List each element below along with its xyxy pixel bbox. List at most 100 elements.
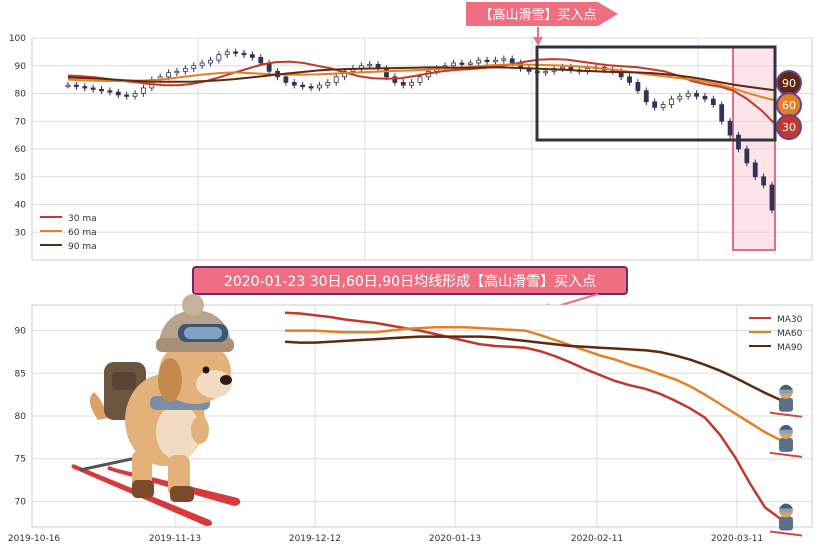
- candle-body: [409, 82, 415, 86]
- candle-body: [752, 162, 758, 178]
- bottom-legend-item-ma30: MA30: [777, 315, 803, 325]
- bottom-y-tick-label: 90: [15, 327, 27, 337]
- candle-body: [400, 82, 406, 86]
- candle-body: [317, 84, 322, 89]
- candle-body: [174, 70, 180, 74]
- top-legend-item-30: 30 ma: [68, 214, 97, 224]
- top-ma-line-90-ma: [67, 66, 776, 92]
- top-ma-line-60-ma: [67, 63, 776, 102]
- candle-body: [769, 184, 775, 211]
- candle-body: [543, 70, 549, 74]
- bottom-x-tick-labels: 2019-10-16 2019-11-13 2019-12-12 2020-01-13…: [8, 534, 763, 544]
- candle-body: [107, 90, 113, 93]
- skier-icon: [770, 384, 802, 418]
- candle-body: [182, 68, 188, 72]
- candle-body: [90, 87, 96, 90]
- candle-body: [635, 82, 641, 92]
- candle-body: [509, 58, 515, 64]
- badge-60-label: 60: [782, 99, 796, 112]
- top-y-tick-label: 60: [15, 145, 27, 155]
- arrow-down-icon: [533, 37, 543, 46]
- top-legend: 30 ma 60 ma 90 ma: [40, 214, 97, 252]
- bottom-y-tick-label: 85: [15, 369, 26, 379]
- top-annotation-banner: 【高山滑雪】买入点: [466, 2, 618, 46]
- candle-body: [141, 87, 146, 94]
- candle-body: [199, 62, 205, 67]
- bottom-x-tick-label: 2019-10-16: [8, 534, 61, 544]
- candle-body: [736, 134, 741, 150]
- bottom-x-tick-label: 2019-11-13: [149, 534, 201, 544]
- candle-body: [677, 95, 683, 100]
- candlestick-series: [65, 48, 775, 214]
- top-y-tick-label: 70: [15, 117, 27, 127]
- skier-icon: [770, 503, 802, 537]
- candle-body: [727, 120, 733, 136]
- top-y-tick-label: 50: [15, 173, 27, 183]
- candle-body: [115, 91, 121, 96]
- candle-body: [761, 176, 767, 186]
- badge-90-label: 90: [782, 77, 796, 90]
- candle-body: [702, 95, 708, 100]
- top-y-tick-labels: 30 40 50 60 70 80 90 100: [9, 34, 26, 238]
- top-y-tick-label: 100: [9, 34, 26, 44]
- top-y-tick-label: 40: [15, 201, 27, 211]
- candle-body: [166, 72, 171, 78]
- candle-body: [476, 59, 482, 64]
- candle-body: [643, 90, 649, 103]
- candle-body: [258, 57, 264, 64]
- candle-body: [694, 93, 699, 97]
- bottom-x-tick-label: 2020-01-13: [429, 534, 481, 544]
- candle-body: [451, 62, 456, 67]
- ma-divergence-box: [535, 45, 777, 142]
- candle-body: [467, 62, 473, 65]
- candle-body: [652, 101, 658, 108]
- candle-body: [560, 66, 565, 70]
- candle-body: [669, 98, 674, 106]
- bottom-y-tick-label: 80: [15, 412, 27, 422]
- candle-body: [685, 93, 691, 97]
- top-legend-item-90: 90 ma: [68, 242, 97, 252]
- bottom-legend-item-ma60: MA60: [777, 329, 803, 339]
- bottom-ma-line-ma90: [284, 335, 781, 401]
- badge-30-label: 30: [782, 121, 796, 134]
- candle-body: [283, 76, 289, 83]
- badge-30-icon: [776, 114, 802, 140]
- top-y-tick-label: 90: [15, 62, 27, 72]
- candle-body: [417, 76, 423, 83]
- candle-body: [459, 62, 465, 65]
- bottom-legend-item-ma90: MA90: [777, 343, 803, 353]
- candle-body: [501, 58, 507, 61]
- candle-body: [233, 51, 239, 54]
- candle-body: [384, 68, 389, 78]
- candle-body: [300, 84, 306, 88]
- candle-body: [99, 88, 104, 92]
- candle-body: [627, 76, 632, 83]
- candle-body: [249, 54, 255, 58]
- bottom-ma-lines: [284, 311, 781, 520]
- bottom-x-tick-label: 2020-02-11: [571, 534, 623, 544]
- candle-body: [744, 148, 750, 164]
- candle-body: [484, 59, 490, 63]
- candle-body: [65, 84, 71, 88]
- top-legend-item-60: 60 ma: [68, 228, 97, 238]
- bottom-annotation-text: 2020-01-23 30日,60日,90日均线形成【高山滑雪】买入点: [224, 273, 596, 290]
- candle-body: [325, 82, 331, 86]
- candle-body: [208, 59, 213, 64]
- top-ma-line-30-ma: [67, 58, 776, 125]
- skier-icon: [770, 424, 802, 458]
- candle-body: [224, 51, 230, 56]
- bottom-ma-line-ma30: [284, 311, 781, 520]
- skier-markers: [770, 384, 802, 537]
- bottom-annotation-banner: 2020-01-23 30日,60日,90日均线形成【高山滑雪】买入点: [192, 266, 628, 313]
- bottom-y-tick-label: 75: [15, 455, 26, 465]
- top-y-tick-label: 30: [15, 228, 27, 238]
- candle-body: [73, 84, 79, 88]
- bottom-ma-line-ma60: [285, 325, 781, 442]
- candle-body: [132, 93, 138, 97]
- candle-body: [216, 54, 222, 61]
- bottom-y-tick-label: 70: [15, 497, 27, 507]
- bottom-x-tick-label: 2020-03-11: [711, 534, 763, 544]
- top-ma-lines: [67, 58, 776, 125]
- candle-body: [333, 76, 339, 83]
